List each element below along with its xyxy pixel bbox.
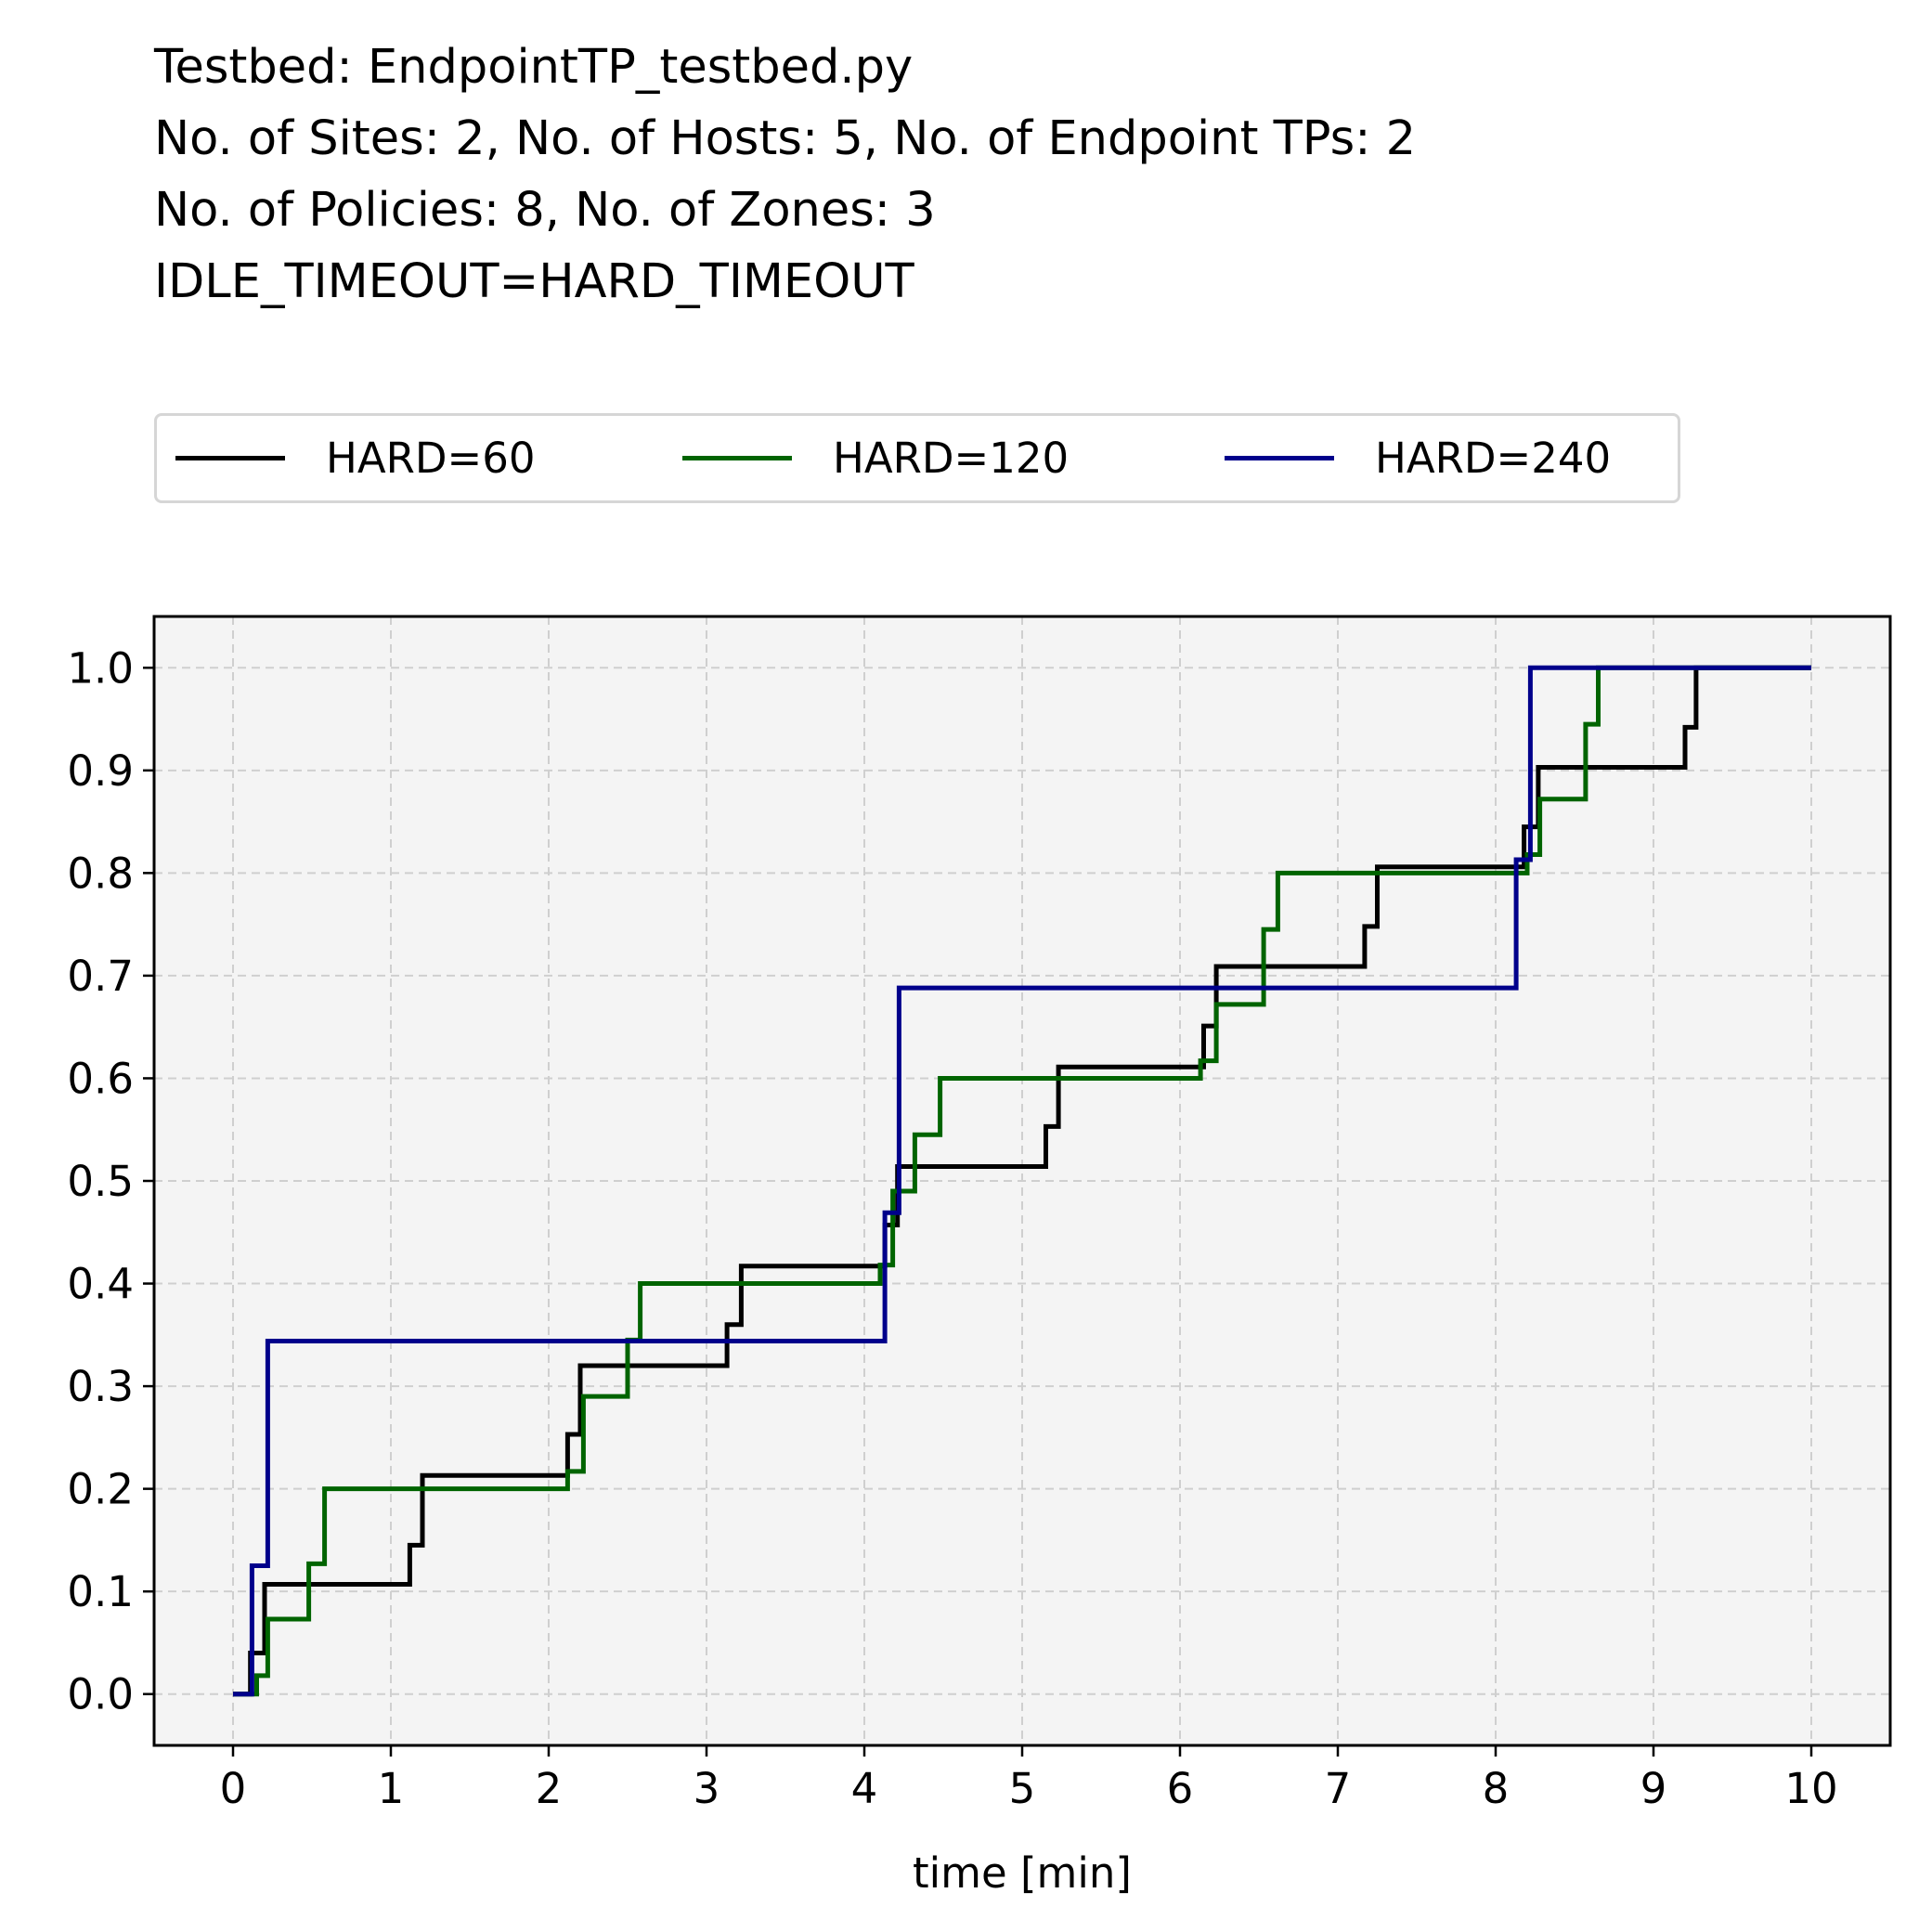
x-axis-label: time [min] bbox=[913, 1848, 1132, 1898]
x-tick-label: 3 bbox=[694, 1764, 720, 1813]
title-line: No. of Policies: 8, No. of Zones: 3 bbox=[154, 183, 936, 238]
legend-swatch-hard-240 bbox=[1225, 456, 1334, 460]
title-line: Testbed: EndpointTP_testbed.py bbox=[154, 40, 914, 95]
legend-item-hard-60: HARD=60 bbox=[175, 416, 536, 500]
y-tick-label: 0.1 bbox=[67, 1567, 134, 1616]
x-tick-label: 2 bbox=[536, 1764, 563, 1813]
y-tick-label: 0.4 bbox=[67, 1260, 134, 1309]
legend-label: HARD=60 bbox=[326, 434, 536, 483]
y-tick-label: 0.2 bbox=[67, 1465, 134, 1514]
x-tick-label: 8 bbox=[1483, 1764, 1510, 1813]
x-tick-label: 6 bbox=[1167, 1764, 1194, 1813]
y-tick-label: 0.3 bbox=[67, 1362, 134, 1411]
x-tick-label: 9 bbox=[1640, 1764, 1667, 1813]
legend-item-hard-120: HARD=120 bbox=[682, 416, 1069, 500]
x-tick-label: 1 bbox=[378, 1764, 405, 1813]
legend-swatch-hard-120 bbox=[682, 456, 792, 460]
chart-title: Testbed: EndpointTP_testbed.py No. of Si… bbox=[154, 32, 1416, 318]
y-tick-label: 0.8 bbox=[67, 849, 134, 898]
x-tick-label: 4 bbox=[851, 1764, 878, 1813]
legend-swatch-hard-60 bbox=[175, 456, 285, 460]
legend-label: HARD=240 bbox=[1375, 434, 1612, 483]
series-line-hard-120 bbox=[233, 665, 1811, 1697]
y-tick-label: 0.6 bbox=[67, 1054, 134, 1103]
series-line-hard-60 bbox=[233, 665, 1811, 1697]
x-tick-label: 7 bbox=[1325, 1764, 1352, 1813]
title-line: No. of Sites: 2, No. of Hosts: 5, No. of… bbox=[154, 111, 1417, 166]
legend-item-hard-240: HARD=240 bbox=[1225, 416, 1611, 500]
x-tick-label: 10 bbox=[1784, 1764, 1837, 1813]
legend-label: HARD=120 bbox=[833, 434, 1070, 483]
y-tick-label: 0.5 bbox=[67, 1157, 134, 1206]
legend: HARD=60 HARD=120 HARD=240 bbox=[154, 413, 1680, 503]
x-tick-label: 0 bbox=[220, 1764, 247, 1813]
y-tick-label: 0.0 bbox=[67, 1670, 134, 1719]
y-tick-label: 1.0 bbox=[67, 643, 134, 693]
title-line: IDLE_TIMEOUT=HARD_TIMEOUT bbox=[154, 254, 914, 309]
series-line-hard-240 bbox=[233, 665, 1811, 1697]
x-tick-label: 5 bbox=[1009, 1764, 1036, 1813]
y-tick-label: 0.9 bbox=[67, 746, 134, 796]
y-tick-label: 0.7 bbox=[67, 952, 134, 1001]
